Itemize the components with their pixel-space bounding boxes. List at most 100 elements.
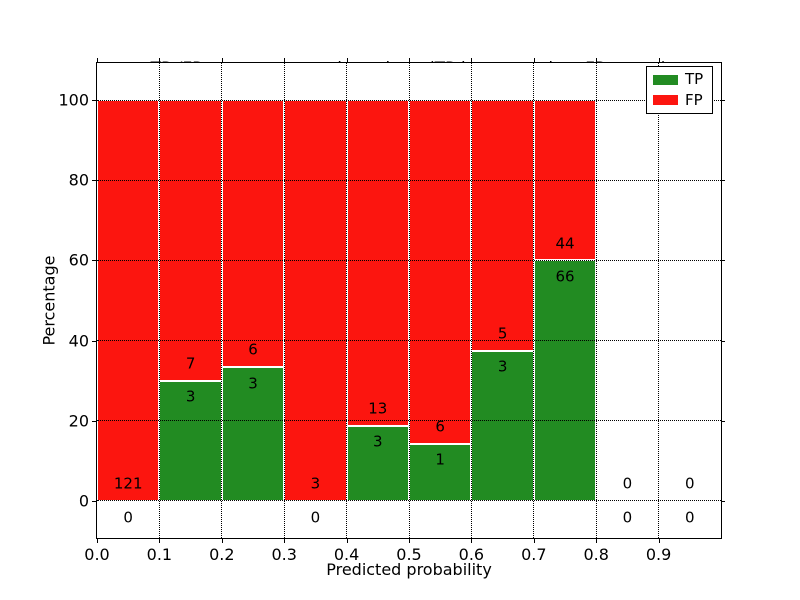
tp-count-label-0.1-0.2: 3 xyxy=(185,387,196,406)
gridline-y-0 xyxy=(97,500,721,502)
bar-fp-0.0-0.1 xyxy=(97,100,160,501)
gridline-x-0.4 xyxy=(346,63,348,538)
y-tick-right-0 xyxy=(721,500,725,502)
bar-tp-0.4-0.5 xyxy=(346,425,409,501)
y-tick-left-80 xyxy=(92,180,96,182)
bar-fp-0.5-0.6 xyxy=(409,100,472,444)
gridline-x-0.3 xyxy=(283,63,285,538)
x-tick-label-0.1: 0.1 xyxy=(146,545,173,564)
x-tick-label-0.4: 0.4 xyxy=(333,545,360,564)
y-tick-label-80: 80 xyxy=(68,170,89,190)
y-tick-label-0: 0 xyxy=(78,491,89,511)
x-tick-top-0.2 xyxy=(221,58,223,62)
x-tick-label-0.9: 0.9 xyxy=(645,545,672,564)
tp-count-label-0.0-0.1: 0 xyxy=(123,508,133,527)
fp-count-label-0.1-0.2: 7 xyxy=(185,354,196,373)
x-tick-top-0.9 xyxy=(658,58,660,62)
gridline-x-0.7 xyxy=(533,63,535,538)
x-tick-label-0.8: 0.8 xyxy=(583,545,609,564)
fp-count-label-0.3-0.4: 3 xyxy=(310,474,321,493)
y-tick-left-60 xyxy=(92,260,96,262)
x-tick-top-0.7 xyxy=(533,58,535,62)
gridline-y-100 xyxy=(97,99,721,101)
x-tick-top-0.5 xyxy=(409,58,410,62)
y-tick-left-0 xyxy=(92,500,96,502)
bar-fp-0.1-0.2 xyxy=(159,100,222,381)
legend-label-fp: FP xyxy=(685,90,703,109)
x-tick-top-0.1 xyxy=(159,58,161,62)
y-tick-left-100 xyxy=(92,100,96,102)
fp-count-label-0.9-1.0: 0 xyxy=(685,474,695,493)
tp-count-label-0.4-0.5: 3 xyxy=(373,432,383,451)
fp-count-label-0.6-0.7: 5 xyxy=(497,324,508,343)
x-tick-bottom-0.3 xyxy=(284,539,286,543)
gridline-y-60 xyxy=(97,259,721,261)
y-axis-label: Percentage xyxy=(39,255,59,346)
y-tick-right-100 xyxy=(721,100,725,102)
tp-swatch-icon xyxy=(653,74,678,85)
tp-count-label-0.7-0.8: 66 xyxy=(555,267,575,286)
y-tick-label-60: 60 xyxy=(68,250,89,270)
gridline-x-0.9 xyxy=(658,63,660,538)
y-tick-left-20 xyxy=(92,420,96,422)
bar-fp-0.2-0.3 xyxy=(221,100,285,368)
fp-swatch-icon xyxy=(653,95,678,106)
tp-count-label-0.3-0.4: 0 xyxy=(310,508,321,527)
x-tick-top-0 xyxy=(97,58,98,62)
x-tick-top-0.4 xyxy=(346,58,348,62)
x-tick-bottom-0.1 xyxy=(159,539,161,543)
legend-label-tp: TP xyxy=(685,70,704,89)
tp-count-label-0.6-0.7: 3 xyxy=(497,357,508,376)
x-tick-bottom-0.4 xyxy=(346,539,348,543)
y-tick-label-40: 40 xyxy=(68,331,89,351)
legend-entry-tp: TP xyxy=(653,72,706,87)
bar-fp-0.3-0.4 xyxy=(284,100,347,501)
legend-entry-fp: FP xyxy=(653,90,706,109)
x-tick-label-0.2: 0.2 xyxy=(209,545,235,564)
fp-count-label-0.4-0.5: 13 xyxy=(368,399,388,418)
x-tick-top-0.3 xyxy=(284,58,286,62)
fp-count-label-0.8-0.9: 0 xyxy=(622,474,633,493)
gridline-y-40 xyxy=(97,340,721,342)
fp-count-label-0.0-0.1: 121 xyxy=(113,474,143,493)
x-tick-bottom-0.2 xyxy=(221,539,223,543)
y-tick-right-80 xyxy=(721,180,725,182)
y-tick-right-40 xyxy=(721,340,725,342)
legend: TP FP xyxy=(646,66,713,114)
y-tick-label-100: 100 xyxy=(58,90,89,110)
gridline-x-0.5 xyxy=(408,63,410,538)
x-tick-label-0.5: 0.5 xyxy=(396,545,422,564)
bar-tp-0.1-0.2 xyxy=(159,380,222,501)
gridline-x-0.6 xyxy=(470,63,472,538)
fp-count-label-0.7-0.8: 44 xyxy=(555,234,575,253)
x-tick-bottom-0.5 xyxy=(409,539,410,543)
bar-tp-0.5-0.6 xyxy=(409,443,472,501)
x-tick-label-0.6: 0.6 xyxy=(458,545,485,564)
plot-area: 121 0 7 3 6 3 3 0 13 3 6 1 5 3 44 66 0 0 0 0 0.0 0.1 0.2 0.3 0.4… xyxy=(58,58,725,564)
tp-count-label-0.2-0.3: 3 xyxy=(248,374,258,393)
x-tick-label-0.0: 0.0 xyxy=(84,545,110,564)
fp-count-label-0.5-0.6: 6 xyxy=(435,417,445,436)
y-tick-label-20: 20 xyxy=(68,411,89,431)
x-tick-label-0.3: 0.3 xyxy=(271,545,297,564)
x-tick-top-0.8 xyxy=(596,58,598,62)
bar-fp-0.6-0.7 xyxy=(471,100,534,351)
x-tick-top-0.6 xyxy=(471,58,473,62)
x-tick-bottom-0.8 xyxy=(596,539,598,543)
tp-count-label-0.9-1.0: 0 xyxy=(685,508,695,527)
tp-count-label-0.5-0.6: 1 xyxy=(435,450,445,469)
gridline-y-20 xyxy=(97,420,721,422)
x-axis-label: Predicted probability xyxy=(326,560,492,579)
gridline-x-0.8 xyxy=(595,63,597,538)
gridline-y-80 xyxy=(97,179,721,181)
fp-count-label-0.2-0.3: 6 xyxy=(248,340,258,359)
gridline-x-0.2 xyxy=(221,63,223,538)
tp-count-label-0.8-0.9: 0 xyxy=(622,508,633,527)
bar-tp-0.7-0.8 xyxy=(533,260,597,501)
x-tick-label-0.7: 0.7 xyxy=(521,545,547,564)
bar-tp-0.2-0.3 xyxy=(221,367,285,501)
y-tick-right-60 xyxy=(721,260,725,262)
gridline-x-0.1 xyxy=(158,63,160,538)
y-tick-left-40 xyxy=(92,340,96,342)
